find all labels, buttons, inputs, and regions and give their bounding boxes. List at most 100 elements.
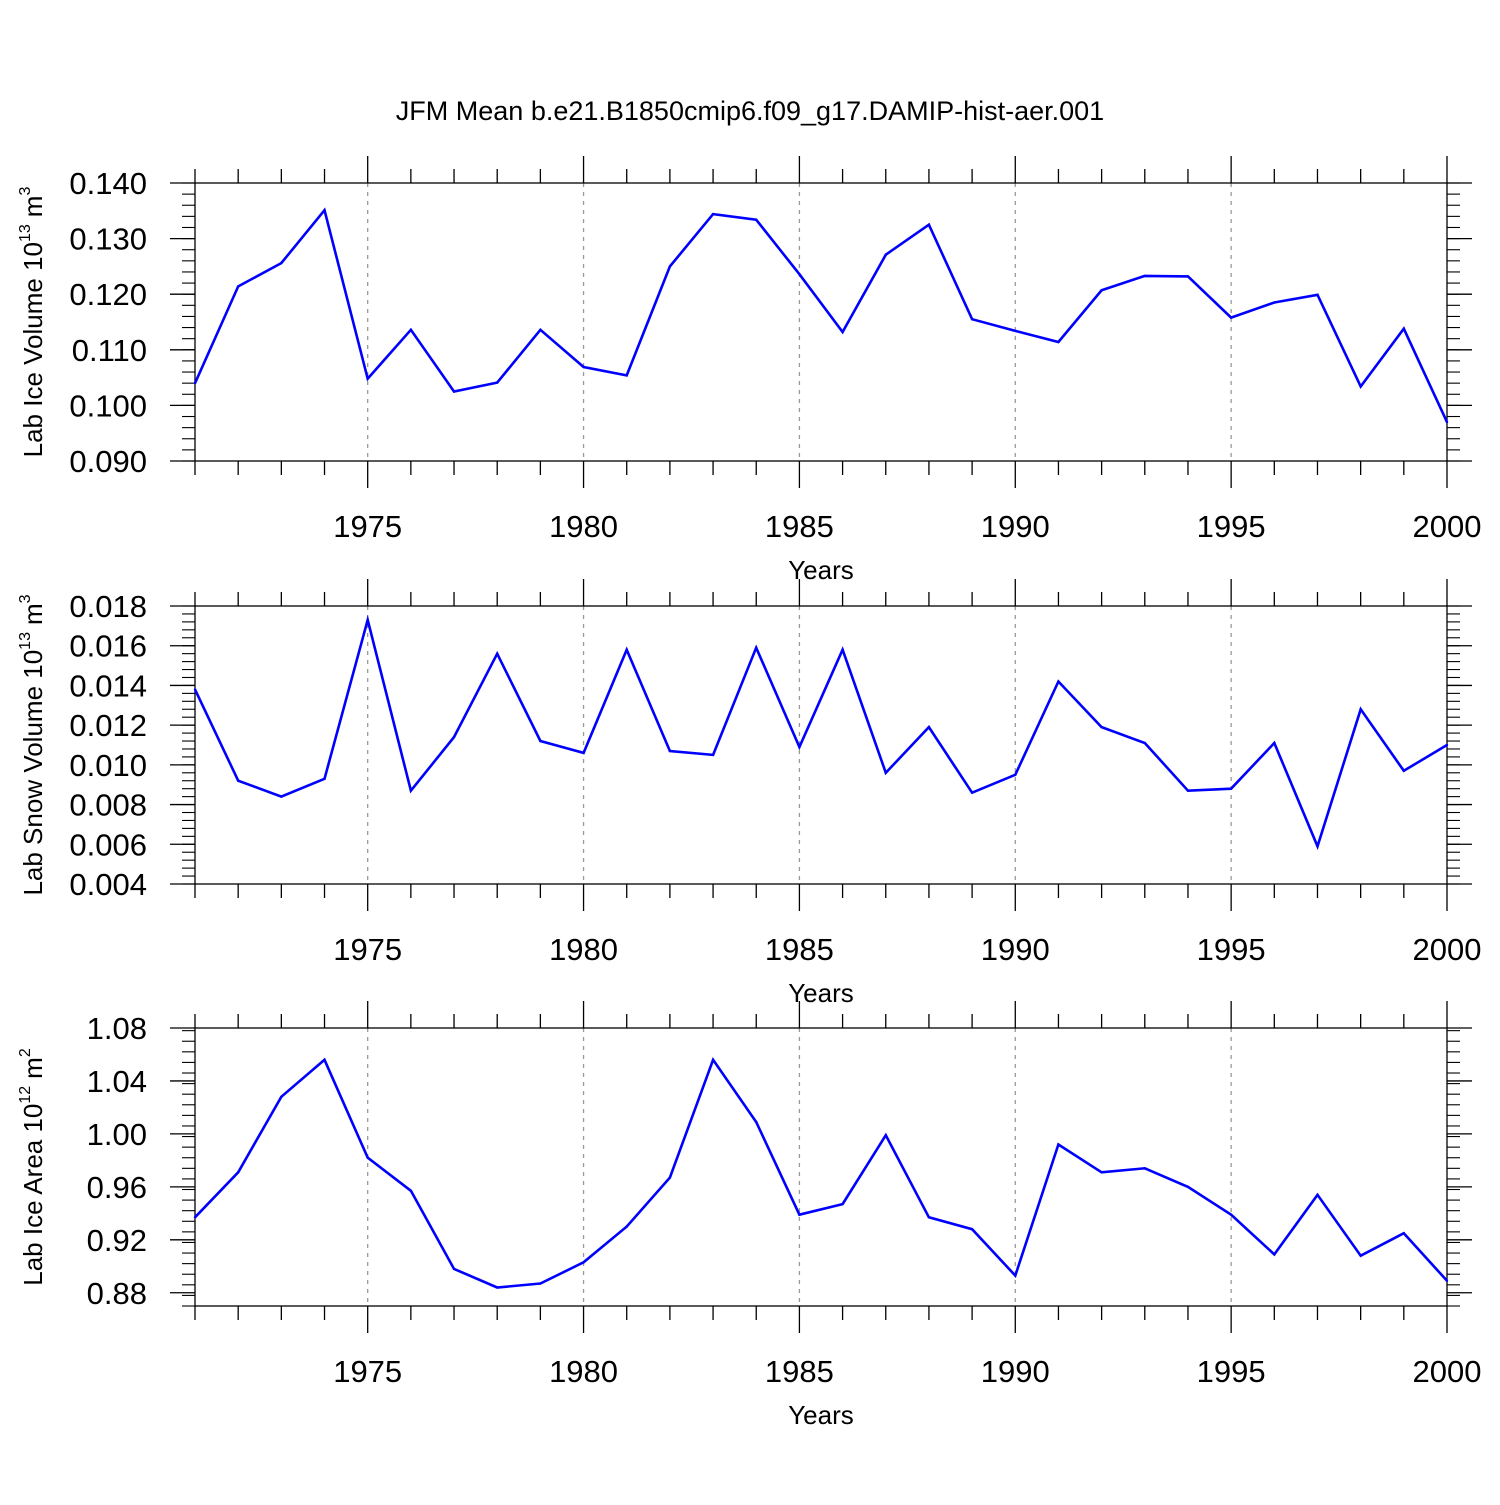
y-tick-label: 0.120 (69, 277, 147, 312)
data-point-1985 (798, 745, 801, 749)
data-point-1978 (496, 381, 499, 384)
data-point-1987 (884, 1134, 887, 1137)
x-tick-label: 1995 (1197, 932, 1266, 967)
data-point-1980 (582, 1261, 585, 1264)
data-point-1974 (323, 209, 326, 212)
x-tick-label: 1975 (333, 932, 402, 967)
data-point-1972 (236, 779, 240, 782)
y-axis-label: Lab Ice Volume 1013m3 (17, 187, 48, 458)
data-point-1991 (1057, 680, 1060, 683)
data-point-1996 (1273, 301, 1276, 304)
panel-3: 0.88 0.92 0.96 1.00 1.04 1.08 1975 1980 1985 1990… (17, 1001, 1481, 1430)
data-point-1992 (1100, 1171, 1103, 1174)
x-tick-label: 1975 (333, 1354, 402, 1389)
data-point-1987 (884, 771, 887, 774)
data-point-1988 (927, 223, 931, 226)
data-point-1994 (1186, 1185, 1190, 1189)
data-point-1981 (625, 374, 628, 377)
x-tick-label: 2000 (1413, 509, 1482, 544)
data-point-2000 (1445, 1279, 1449, 1283)
y-tick-label: 0.004 (69, 867, 147, 902)
data-point-1998 (1359, 708, 1362, 711)
data-point-1975 (366, 377, 369, 380)
data-point-1976 (409, 328, 413, 331)
data-point-1992 (1100, 289, 1103, 292)
data-point-1990 (1014, 1274, 1017, 1277)
data-point-1982 (668, 1176, 672, 1179)
figure-title: JFM Mean b.e21.B1850cmip6.f09_g17.DAMIP-… (396, 96, 1104, 126)
data-point-1979 (539, 739, 542, 743)
data-point-1998 (1359, 1254, 1362, 1257)
data-point-1996 (1273, 741, 1276, 745)
x-tick-label: 2000 (1413, 932, 1482, 967)
data-point-1992 (1100, 725, 1103, 729)
y-tick-label: 0.96 (87, 1170, 147, 1205)
x-tick-label: 1975 (333, 509, 402, 544)
data-point-1988 (927, 1216, 931, 1219)
data-point-1999 (1402, 769, 1406, 773)
data-point-1998 (1359, 385, 1362, 388)
panel-2: 0.004 0.006 0.008 0.010 0.012 0.014 0.016 0.018… (17, 579, 1481, 1008)
y-tick-label: 0.018 (69, 589, 147, 624)
data-point-1973 (280, 1095, 283, 1099)
plot-frame (194, 1027, 1448, 1307)
data-point-1971 (193, 1216, 197, 1219)
data-point-1982 (668, 749, 672, 753)
y-tick-label: 0.130 (69, 222, 147, 257)
y-tick-label: 0.140 (69, 166, 147, 201)
data-point-1993 (1143, 1167, 1146, 1170)
data-point-1978 (496, 652, 499, 655)
data-point-1972 (236, 1171, 240, 1174)
data-point-1981 (625, 648, 628, 651)
x-tick-label: 1990 (981, 509, 1050, 544)
x-axis-label: Years (788, 555, 854, 585)
data-point-1997 (1316, 293, 1319, 296)
data-point-1985 (798, 1213, 801, 1216)
data-point-1972 (236, 285, 240, 288)
data-point-1996 (1273, 1253, 1276, 1256)
data-point-1995 (1229, 316, 1233, 319)
data-point-1976 (409, 1189, 413, 1193)
y-tick-label: 0.012 (69, 708, 147, 743)
y-tick-label: 0.016 (69, 629, 147, 664)
data-point-1994 (1186, 789, 1190, 792)
data-point-1984 (755, 646, 758, 649)
data-point-1978 (496, 1286, 499, 1289)
data-point-1973 (280, 261, 283, 265)
x-tick-label: 1995 (1197, 509, 1266, 544)
data-point-1977 (452, 390, 456, 393)
data-point-1990 (1014, 329, 1017, 333)
data-point-2000 (1445, 743, 1449, 747)
data-point-1997 (1316, 1193, 1319, 1197)
data-point-1989 (970, 791, 974, 794)
data-point-1993 (1143, 741, 1146, 745)
data-point-1993 (1143, 274, 1146, 278)
x-tick-label: 1980 (549, 509, 618, 544)
data-point-1988 (927, 725, 931, 729)
x-tick-label: 1990 (981, 932, 1050, 967)
y-tick-label: 0.88 (87, 1276, 147, 1311)
y-tick-label: 0.090 (69, 444, 147, 479)
data-point-1989 (970, 318, 974, 321)
data-point-1976 (409, 789, 413, 792)
data-point-1985 (798, 272, 801, 276)
data-point-1979 (539, 328, 542, 331)
plot-frame (194, 182, 1448, 462)
data-point-1975 (366, 1156, 369, 1159)
data-point-1986 (841, 648, 844, 651)
data-point-1971 (193, 381, 197, 385)
data-point-1971 (193, 688, 197, 691)
data-point-1975 (366, 618, 369, 622)
data-point-1977 (452, 1267, 456, 1271)
data-point-1989 (970, 1228, 974, 1231)
data-point-1982 (668, 265, 672, 268)
x-tick-label: 1990 (981, 1354, 1050, 1389)
data-point-1986 (841, 330, 844, 334)
y-tick-label: 0.110 (72, 333, 147, 368)
data-point-1983 (711, 1058, 715, 1061)
data-point-1983 (711, 753, 715, 757)
data-point-1980 (582, 751, 585, 755)
y-tick-label: 1.00 (87, 1117, 147, 1152)
x-tick-label: 1985 (765, 1354, 834, 1389)
data-point-1979 (539, 1282, 542, 1285)
